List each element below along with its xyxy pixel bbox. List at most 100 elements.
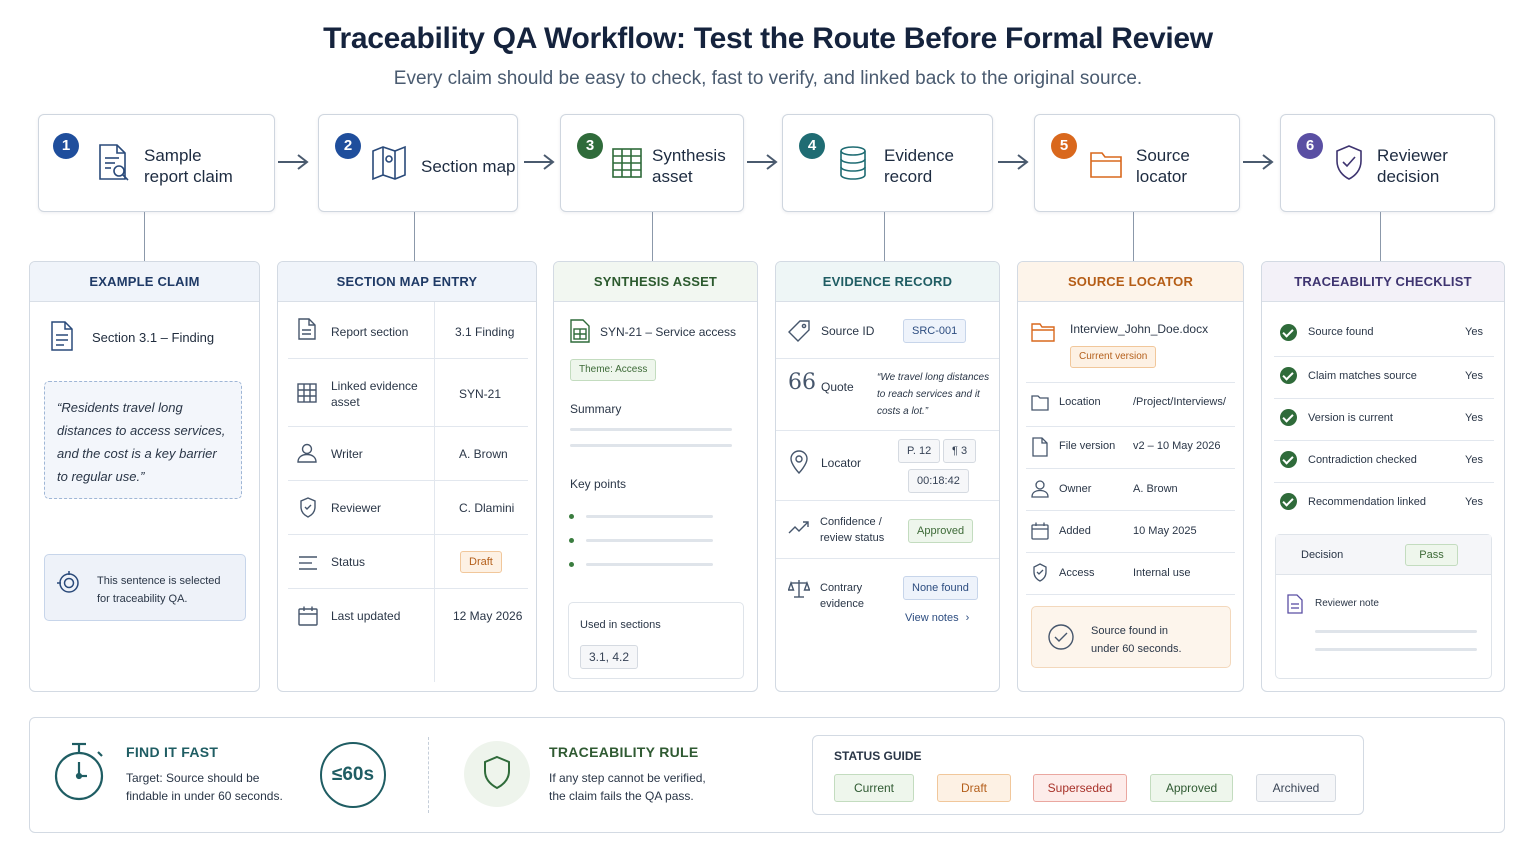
step-label: Synthesis [652,146,726,165]
approved-badge: Approved [908,519,974,543]
traceability-checklist-card: TRACEABILITY CHECKLIST Source found Yes … [1261,261,1505,692]
folder-outline-icon [1031,395,1049,411]
row-value: /Project/Interviews/ [1133,396,1226,408]
claim-quote-box[interactable]: “Residents travel long distances to acce… [44,381,242,499]
row-value: C. Dlamini [459,501,515,515]
document-search-icon [97,143,133,183]
claim-quote-line: and the cost is a key barrier [57,446,217,461]
checklist-label: Source found [1308,326,1374,338]
evidence-quote-line: costs a lot.” [877,406,929,417]
file-name: Interview_John_Doe.docx [1070,322,1209,336]
find-fast-title: FIND IT FAST [126,744,219,760]
contrary-label: evidence [820,598,865,610]
checklist-label: Contradiction checked [1308,454,1417,466]
status-draft: Draft [937,774,1011,802]
row-label: Access [1059,567,1095,579]
step-number: 4 [799,133,825,159]
step-evidence-record: 4 Evidence record [782,114,993,212]
card-header: SECTION MAP ENTRY [278,262,536,302]
row-value: v2 – 10 May 2026 [1133,440,1221,452]
step-label: decision [1377,167,1440,186]
connector-line [1380,212,1381,262]
calendar-icon [298,606,318,626]
document-icon [50,321,74,351]
sections-tag: 3.1, 4.2 [580,645,639,669]
used-in-box: Used in sections 3.1, 4.2 [568,602,744,679]
evidence-record-card: EVIDENCE RECORD Source ID SRC-001 66 Quo… [775,261,1000,692]
row-label: Last updated [331,609,401,623]
chevron-right-icon: › [965,612,970,624]
checklist-value: Yes [1465,496,1483,508]
step-label: Evidence [884,146,954,165]
asset-name: SYN-21 – Service access [600,325,737,339]
confidence-label: Confidence / [820,516,882,528]
arrow-right-icon [1243,154,1274,170]
row-value: Internal use [1133,567,1191,579]
shield-icon [1032,563,1048,582]
row-value: SYN-21 [459,387,502,401]
row-value: A. Brown [459,447,508,461]
step-reviewer-decision: 6 Reviewer decision [1280,114,1495,212]
folder-icon [1089,143,1125,183]
step-label: asset [652,167,693,186]
user-icon [297,443,317,463]
row-label: Status [331,555,366,569]
timer-badge: ≤60s [320,742,386,808]
source-id-label: Source ID [821,324,875,338]
example-claim-card: EXAMPLE CLAIM Section 3.1 – Finding “Res… [29,261,260,692]
contrary-label: Contrary [820,582,863,594]
checklist-value: Yes [1465,326,1483,338]
row-label: asset [331,395,360,409]
tag-icon [788,320,810,342]
find-fast-line: Target: Source should be [126,771,260,785]
claim-quote-line: distances to access services, [57,423,226,438]
check-icon [1280,451,1297,468]
checklist-value: Yes [1465,412,1483,424]
bullet-icon [569,514,574,519]
none-found-badge: None found [903,576,978,600]
page-subtitle: Every claim should be easy to check, fas… [393,68,1143,89]
location-pin-icon [790,450,808,474]
found-line: Source found in [1091,625,1169,637]
decision-badge: Pass [1405,544,1458,566]
selection-note: This sentence is selected for traceabili… [44,554,246,621]
status-archived: Archived [1256,774,1336,802]
step-label: Source [1136,146,1190,165]
check-circle-icon [1047,623,1075,651]
arrow-right-icon [747,154,778,170]
decision-panel: Decision Pass Reviewer note [1275,534,1492,679]
stopwatch-icon [52,740,108,804]
evidence-quote-line: to reach services and it [877,389,980,400]
row-label: Location [1059,396,1101,408]
timestamp-ref: 00:18:42 [908,469,969,493]
view-notes-link[interactable]: View notes › [905,612,969,624]
checklist-value: Yes [1465,370,1483,382]
key-points-label: Key points [570,477,627,491]
bullet-icon [569,538,574,543]
checklist-label: Claim matches source [1308,370,1417,382]
row-value: 3.1 Finding [455,325,515,339]
step-source-locator: 5 Source locator [1034,114,1240,212]
checklist-label: Recommendation linked [1308,496,1427,508]
checklist-label: Version is current [1308,412,1393,424]
grid-table-icon [611,143,647,183]
card-header: EVIDENCE RECORD [776,262,999,302]
arrow-right-icon [278,154,309,170]
rule-icon-bg [464,741,530,807]
quote-icon: 66 [788,370,816,395]
calendar-icon [1031,522,1049,540]
row-label: Linked evidence [331,379,418,393]
current-version-badge: Current version [1070,346,1157,368]
list-lines-icon [298,555,318,571]
note-line: for traceability QA. [97,593,188,605]
confidence-label: review status [820,532,885,544]
row-value: 10 May 2025 [1133,525,1197,537]
shield-icon [299,497,317,518]
card-header: TRACEABILITY CHECKLIST [1262,262,1504,302]
step-label: Reviewer [1377,146,1448,165]
scale-icon [788,579,810,599]
summary-label: Summary [570,402,622,416]
check-icon [1280,367,1297,384]
step-number: 5 [1051,133,1077,159]
spreadsheet-icon [570,319,590,343]
